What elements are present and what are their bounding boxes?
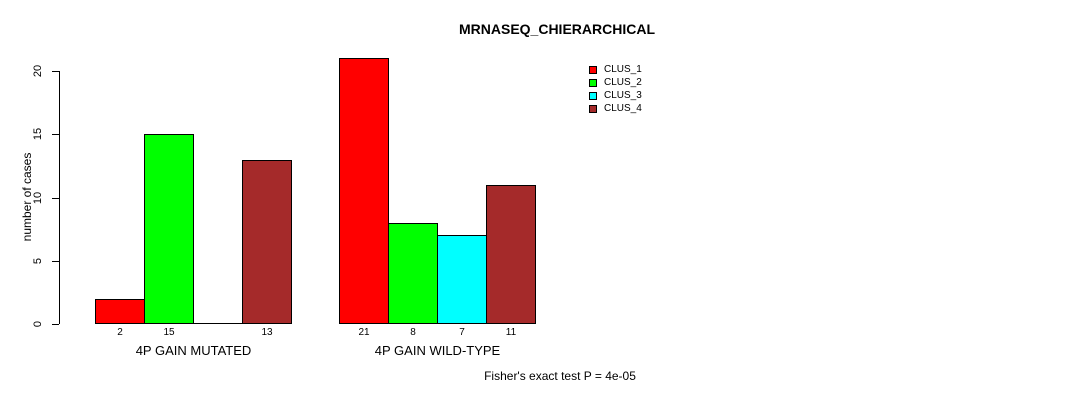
legend-label: CLUS_3 <box>604 90 642 101</box>
y-tick-label-text: 5 <box>32 257 44 265</box>
legend-label: CLUS_2 <box>604 77 642 88</box>
chart-title: MRNASEQ_CHIERARCHICAL <box>458 21 655 37</box>
legend-swatch-clus_2 <box>589 79 597 87</box>
bar-clus_3-group2 <box>437 235 487 324</box>
category-label: 4P GAIN WILD-TYPE <box>374 343 501 358</box>
legend-swatch-clus_3 <box>589 92 597 100</box>
bar-clus_2-group1 <box>144 134 194 324</box>
bar-clus_1-group2 <box>339 58 389 324</box>
bar-value-label: 21 <box>358 327 370 338</box>
y-tick-label-text: 0 <box>32 320 44 328</box>
bar-value-label: 11 <box>505 327 517 338</box>
bar-value-label: 2 <box>117 327 123 338</box>
category-label: 4P GAIN MUTATED <box>135 343 252 358</box>
bar-clus_4-group1 <box>242 160 292 324</box>
bar-value-label: 15 <box>163 327 175 338</box>
y-tick <box>52 324 59 325</box>
bar-value-label: 13 <box>261 327 273 338</box>
y-tick-label-text: 20 <box>32 64 44 78</box>
y-tick <box>52 198 59 199</box>
bar-clus_4-group2 <box>486 185 536 324</box>
annotation: Fisher's exact test P = 4e-05 <box>484 369 636 383</box>
y-tick-label-text: 15 <box>32 127 44 141</box>
legend-label: CLUS_1 <box>604 64 642 75</box>
bar-clus_2-group2 <box>388 223 438 324</box>
y-tick-label-text: 10 <box>32 191 44 205</box>
bar-value-label: 8 <box>410 327 416 338</box>
bar-clus_3-group1-zero <box>193 323 243 324</box>
legend-swatch-clus_1 <box>589 66 597 74</box>
y-tick <box>52 134 59 135</box>
legend-label: CLUS_4 <box>604 103 642 114</box>
legend-swatch-clus_4 <box>589 105 597 113</box>
bar-clus_1-group1 <box>95 299 145 324</box>
y-tick <box>52 261 59 262</box>
y-tick <box>52 71 59 72</box>
y-axis <box>59 71 60 324</box>
bar-value-label: 7 <box>459 327 465 338</box>
